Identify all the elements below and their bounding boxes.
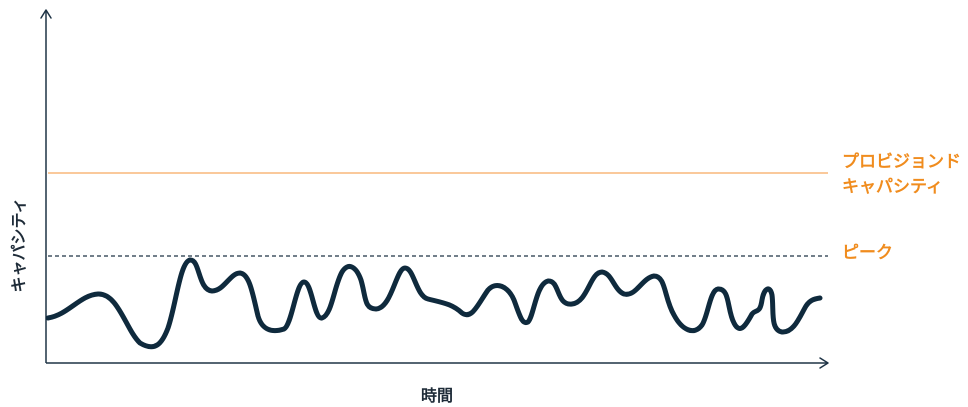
peak-label: ピーク — [842, 243, 893, 263]
provisioned-capacity-label-line1: プロビジョンド — [842, 151, 961, 172]
provisioned-capacity-label-line2: キャパシティ — [842, 177, 943, 197]
usage-curve — [45, 257, 823, 350]
y-axis-label: キャパシティ — [9, 197, 28, 292]
x-axis-label: 時間 — [421, 386, 453, 405]
x-axis-arrowhead — [819, 357, 829, 369]
axes — [40, 9, 829, 369]
y-axis-arrowhead — [40, 9, 52, 19]
